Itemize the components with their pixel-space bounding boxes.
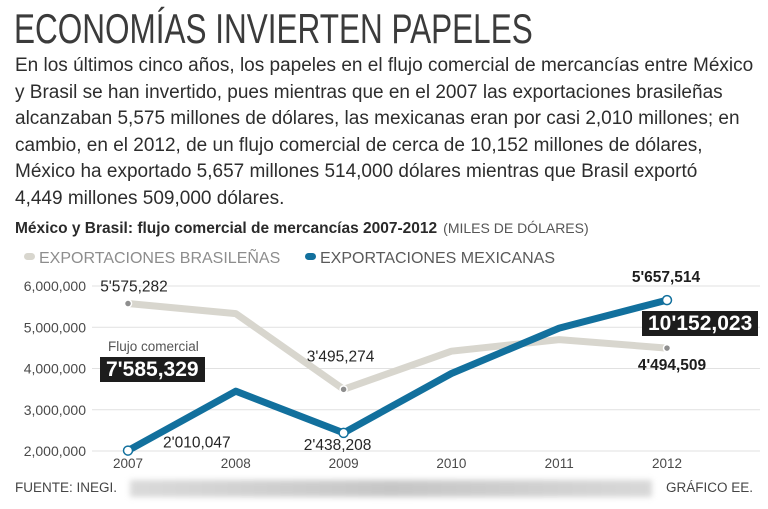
legend-item-mexico: EXPORTACIONES MEXICANAS <box>305 250 555 268</box>
series-line-mexico <box>124 296 671 455</box>
legend-item-brasil: EXPORTACIONES BRASILEÑAS <box>24 250 280 268</box>
y-tick-label: 5,000,000 <box>24 319 86 335</box>
chart-title: México y Brasil: flujo comercial de merc… <box>15 220 438 237</box>
line-chart: 6,000,000 5,000,000 4,000,000 3,000,000 2,00… <box>24 269 760 471</box>
redacted-bar <box>130 480 652 497</box>
intro-line: y Brasil se han invertido, pues mientras… <box>15 81 723 103</box>
intro-line: 4,449 millones 509,000 dólares. <box>15 187 285 209</box>
data-point-mexico <box>661 294 673 306</box>
x-tick-label: 2007 <box>113 456 143 471</box>
data-point-mexico <box>122 445 134 456</box>
chart-units: (MILES DE DÓLARES) <box>443 220 589 236</box>
intro-paragraph: En los últimos cinco años, los papeles e… <box>15 53 753 212</box>
flow-total-2012: 10'152,023 <box>642 311 759 336</box>
x-tick-label: 2009 <box>329 456 359 471</box>
x-tick-label: 2010 <box>436 456 466 471</box>
legend-label-mexico: EXPORTACIONES MEXICANAS <box>320 250 556 267</box>
x-tick-label: 2012 <box>652 456 682 471</box>
intro-line: alcanzaban 5,575 millones de dólares, la… <box>15 108 740 129</box>
data-point-brasil <box>123 299 133 308</box>
source-note: FUENTE: INEGI. <box>15 480 118 495</box>
y-tick-label: 2,000,000 <box>24 443 86 459</box>
data-label: 2'438,208 <box>304 437 372 454</box>
series-line-brasil <box>124 300 671 393</box>
flow-label: Flujo comercial <box>108 339 199 354</box>
data-point-mexico <box>338 427 349 439</box>
data-label: 2'010,047 <box>163 435 231 452</box>
y-tick-label: 4,000,000 <box>24 361 86 377</box>
data-label: 4'494,509 <box>638 357 707 374</box>
graphic-credit: GRÁFICO EE. <box>666 480 754 495</box>
data-point-brasil <box>339 385 348 394</box>
intro-line: cambio, en el 2012, de un flujo comercia… <box>15 134 703 156</box>
data-point-brasil <box>662 343 672 353</box>
y-tick-label: 6,000,000 <box>24 278 86 294</box>
x-tick-label: 2008 <box>221 456 251 471</box>
legend-swatch-mexico <box>305 253 316 261</box>
chart-heading: México y Brasil: flujo comercial de merc… <box>15 219 589 238</box>
legend-label-brasil: EXPORTACIONES BRASILEÑAS <box>39 250 281 267</box>
data-label: 5'657,514 <box>632 269 701 286</box>
headline: ECONOMÍAS INVIERTEN PAPELES <box>14 5 533 52</box>
x-tick-label: 2011 <box>545 456 574 471</box>
y-tick-label: 3,000,000 <box>24 402 86 418</box>
intro-line: En los últimos cinco años, los papeles e… <box>15 55 754 76</box>
data-label: 3'495,274 <box>307 348 375 365</box>
intro-line: México ha exportado 5,657 millones 514,0… <box>15 161 698 182</box>
data-label: 5'575,282 <box>100 279 168 296</box>
flow-total-2007: 7'585,329 <box>100 357 205 382</box>
legend-swatch-brasil <box>24 253 35 261</box>
